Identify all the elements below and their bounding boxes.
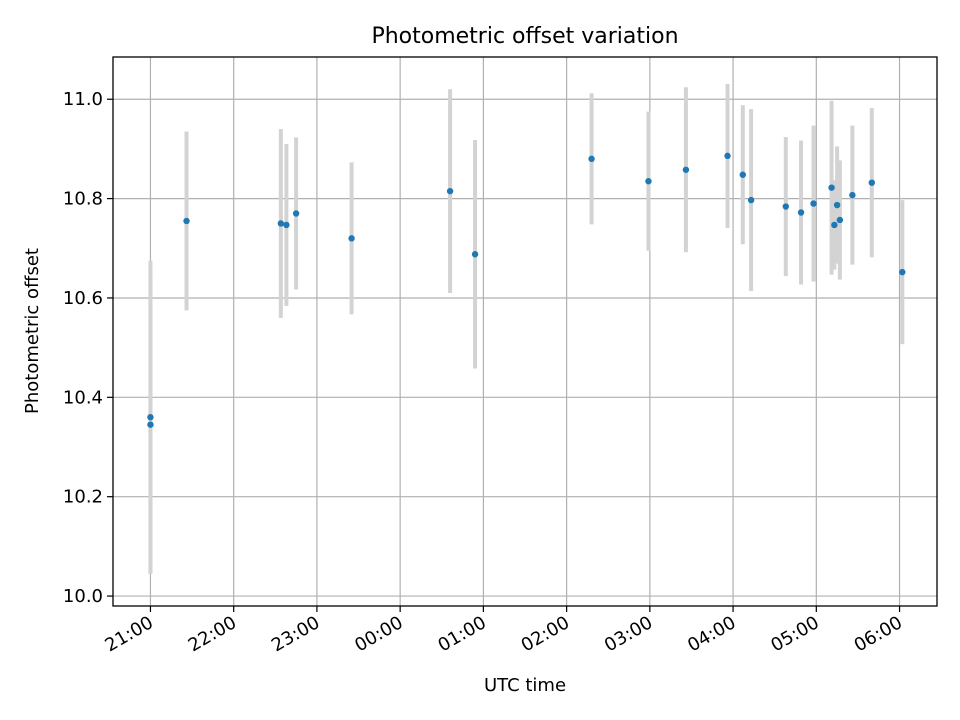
y-tick-label: 10.6 (63, 288, 103, 309)
y-tick-label: 10.8 (63, 189, 103, 210)
data-point (588, 155, 595, 163)
data-point (828, 184, 835, 191)
data-point (849, 191, 856, 199)
data-point (831, 221, 838, 229)
data-point (283, 221, 290, 229)
data-point (739, 171, 746, 178)
data-point (747, 196, 755, 204)
y-axis: 10.0 10.2 10.4 10.6 10.8 11.0 (63, 89, 113, 607)
y-axis-label: Photometric offset (22, 248, 43, 414)
data-points (147, 152, 906, 428)
data-point (147, 414, 154, 421)
data-point (724, 152, 731, 160)
data-point (899, 268, 906, 276)
chart-title: Photometric offset variation (371, 24, 678, 49)
data-point (277, 220, 285, 227)
data-point (810, 200, 817, 207)
y-tick-label: 10.2 (63, 487, 103, 508)
grid (113, 57, 937, 606)
data-point (682, 166, 690, 173)
x-axis-label: UTC time (484, 675, 566, 696)
data-point (868, 179, 876, 186)
data-point (833, 201, 841, 209)
data-point (645, 178, 652, 185)
data-point (797, 209, 805, 216)
data-point (348, 235, 355, 242)
data-point (446, 187, 454, 195)
plot-frame (112, 56, 938, 607)
data-point (292, 210, 300, 217)
data-point (147, 421, 154, 428)
y-tick-label: 11.0 (63, 89, 103, 110)
y-tick-label: 10.0 (63, 586, 103, 607)
y-tick-label: 10.4 (63, 387, 103, 408)
data-point (836, 216, 844, 224)
data-point (782, 203, 789, 210)
data-point (183, 217, 190, 225)
data-point (471, 251, 479, 258)
